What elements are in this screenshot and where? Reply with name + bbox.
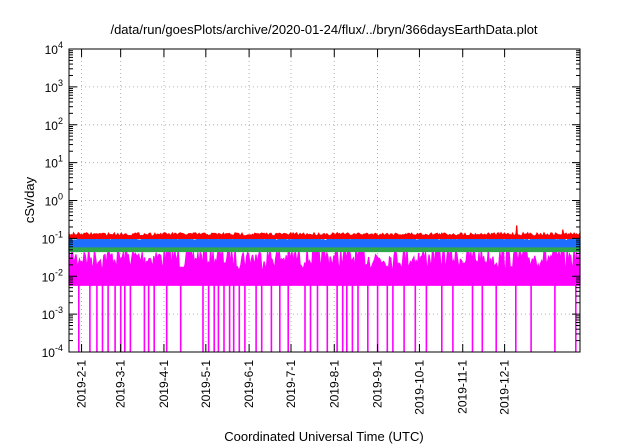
series-dropout-spike bbox=[316, 284, 319, 352]
series-dropout-spike bbox=[255, 284, 257, 352]
x-tick-label: 2019-6-1 bbox=[242, 360, 256, 408]
x-tick-label: 2019-10-1 bbox=[412, 360, 426, 415]
x-tick-label: 2019-2-1 bbox=[75, 360, 89, 408]
series-dropout-spike bbox=[114, 284, 116, 352]
series-dropout-spike bbox=[179, 284, 182, 352]
chart-title: /data/run/goesPlots/archive/2020-01-24/f… bbox=[110, 22, 537, 37]
x-tick-label: 2019-9-1 bbox=[371, 360, 385, 408]
series-dropout-spike bbox=[89, 284, 91, 352]
y-tick-label: 10-1 bbox=[42, 229, 63, 246]
series-dropout-spike bbox=[471, 284, 474, 352]
series-dropout-spike bbox=[346, 284, 348, 352]
y-axis: 10-4 10-3 10-2 10-1 100 101 102 103 104 bbox=[42, 40, 580, 360]
series-dropout-spike bbox=[270, 284, 273, 352]
series-dropout-spike bbox=[78, 284, 80, 352]
series-dropout-spike bbox=[554, 284, 556, 352]
series-dropout-spike bbox=[228, 284, 231, 352]
x-axis-label: Coordinated Universal Time (UTC) bbox=[224, 429, 423, 444]
series-dropout-spike bbox=[143, 284, 146, 352]
x-axis: 2019-2-1 2019-3-1 2019-4-1 2019-5-1 2019-6-1… bbox=[75, 49, 512, 415]
y-tick-label: 10-2 bbox=[42, 267, 63, 284]
series-dropout-spike bbox=[147, 284, 150, 352]
series-dropout-spike bbox=[213, 284, 215, 352]
series-dropout-spike bbox=[309, 284, 312, 352]
series-dropout-spike bbox=[279, 284, 281, 352]
series-dropout-spike bbox=[336, 284, 338, 352]
series-floor-line bbox=[69, 284, 580, 286]
series-dropout-spike bbox=[244, 284, 246, 352]
series-dropout-spike bbox=[341, 284, 344, 352]
series-dropout-spike bbox=[129, 284, 132, 352]
series-dropout-spike bbox=[101, 284, 104, 352]
series-dropout-spike bbox=[107, 284, 109, 352]
series-dropout-spike bbox=[202, 284, 204, 352]
y-tick-label: 103 bbox=[45, 78, 63, 95]
series-dropout-spike bbox=[452, 284, 454, 352]
series-dropout-spike bbox=[376, 284, 379, 352]
x-tick-label: 2019-12-1 bbox=[498, 360, 512, 415]
series-dropout-spike bbox=[326, 284, 329, 352]
series-dropout-spike bbox=[287, 284, 289, 352]
series-dropout-spike bbox=[238, 284, 241, 352]
series-dropout-spike bbox=[386, 284, 389, 352]
series-dropout-spike bbox=[260, 284, 263, 352]
series-layer bbox=[68, 225, 581, 352]
series-dropout-spike bbox=[124, 284, 126, 352]
series-dropout-spike bbox=[425, 284, 428, 352]
y-tick-label: 101 bbox=[45, 154, 63, 171]
series-dropout-spike bbox=[392, 284, 394, 352]
series-dropout-spike bbox=[207, 284, 210, 352]
series-dropout-spike bbox=[304, 284, 306, 352]
y-tick-label: 10-3 bbox=[42, 305, 63, 322]
x-tick-label: 2019-7-1 bbox=[284, 360, 298, 408]
series-band bbox=[68, 244, 581, 286]
series-dropout-spike bbox=[357, 284, 359, 352]
x-tick-label: 2019-8-1 bbox=[327, 360, 341, 408]
y-tick-label: 104 bbox=[45, 40, 63, 57]
series-dropout-spike bbox=[367, 284, 369, 352]
x-tick-label: 2019-11-1 bbox=[456, 360, 470, 414]
y-tick-label: 102 bbox=[45, 116, 63, 133]
grid bbox=[69, 49, 580, 352]
series-dropout-spike bbox=[575, 284, 577, 352]
x-tick-label: 2019-3-1 bbox=[114, 360, 128, 408]
y-axis-label: cSv/day bbox=[22, 176, 37, 223]
series-dropout-spike bbox=[530, 284, 532, 352]
series-dropout-spike bbox=[96, 284, 98, 352]
y-tick-label: 10-4 bbox=[42, 343, 63, 360]
series-dropout-spike bbox=[414, 284, 417, 352]
series-dropout-spike bbox=[153, 284, 155, 352]
series-dropout-spike bbox=[232, 284, 235, 352]
x-tick-label: 2019-5-1 bbox=[199, 360, 213, 408]
y-tick-label: 100 bbox=[45, 192, 63, 209]
series-dropout-spike bbox=[403, 284, 405, 352]
series-dropout-spike bbox=[441, 284, 443, 352]
series-dropout-spike bbox=[351, 284, 354, 352]
series-dropout-spike bbox=[119, 284, 122, 352]
series-dropout-spike bbox=[217, 284, 220, 352]
x-tick-label: 2019-4-1 bbox=[157, 360, 171, 408]
plot-frame bbox=[68, 48, 581, 353]
series-dropout-spike bbox=[165, 284, 168, 352]
series-dropout-spike bbox=[223, 284, 225, 352]
series-dropout-spike bbox=[481, 284, 484, 352]
series-band bbox=[68, 225, 581, 239]
series-dropout-spike bbox=[515, 284, 517, 352]
series-dropout-spike bbox=[495, 284, 497, 352]
